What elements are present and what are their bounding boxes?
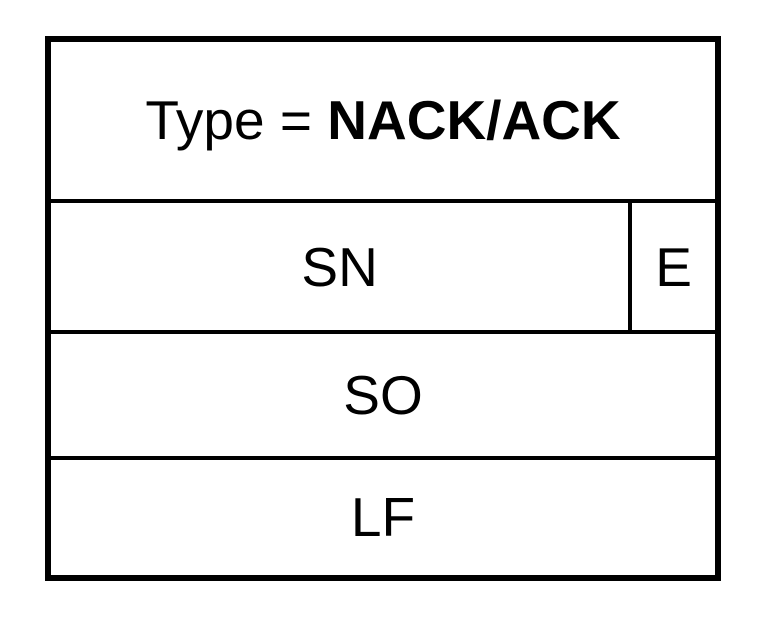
cell-e: E — [630, 201, 718, 332]
row-lf: LF — [48, 458, 718, 578]
cell-lf: LF — [48, 458, 718, 578]
row-sn-e: SN E — [48, 201, 718, 332]
cell-sn: SN — [48, 201, 630, 332]
type-equals: = — [265, 89, 328, 151]
cell-type: Type = NACK/ACK — [48, 39, 718, 201]
pdu-format-diagram: Type = NACK/ACK SN E SO LF — [45, 36, 721, 581]
pdu-table: Type = NACK/ACK SN E SO LF — [45, 36, 721, 581]
row-type: Type = NACK/ACK — [48, 39, 718, 201]
type-label: Type — [145, 89, 264, 151]
type-value: NACK/ACK — [327, 89, 620, 151]
row-so: SO — [48, 332, 718, 457]
cell-so: SO — [48, 332, 718, 457]
